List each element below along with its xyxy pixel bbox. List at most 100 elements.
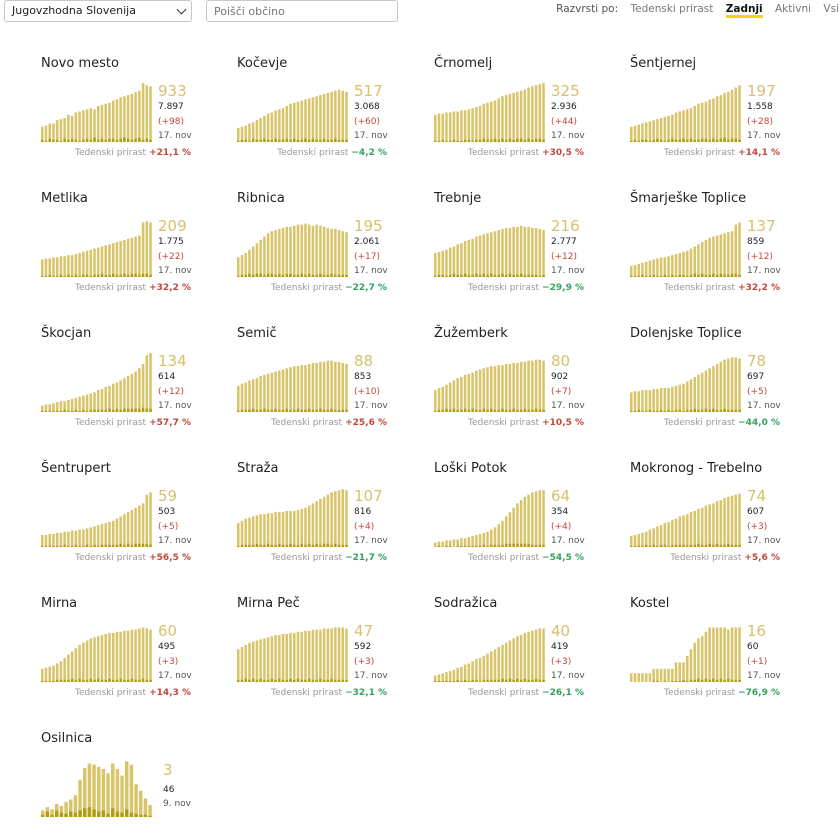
active-cases-bar [52, 257, 55, 277]
municipality-card[interactable]: Dolenjske Toplice 78 697 (+5) 17. nov Tedensk… [630, 326, 820, 444]
active-cases-bar [467, 663, 471, 682]
municipality-card[interactable]: Sodražica 40 419 (+3) 17. nov Tedenski priras… [434, 596, 624, 714]
sort-option-active[interactable]: Aktivni [774, 3, 812, 15]
daily-cases-bar [445, 140, 448, 142]
active-cases-bar [126, 512, 130, 547]
daily-cases-bar [663, 274, 667, 277]
municipality-name: Ribnica [237, 191, 285, 206]
active-cases-bar [715, 501, 719, 547]
municipality-card[interactable]: Osilnica 3 46 9. nov [41, 731, 231, 836]
active-cases-bar [270, 372, 274, 412]
municipality-card[interactable]: Straža 107 816 (+4) 17. nov Tedenski prirast −… [237, 461, 427, 579]
active-cases-bar [266, 233, 270, 277]
active-cases-bar [508, 364, 512, 412]
municipality-card[interactable]: Škocjan 134 614 (+12) 17. nov Tedenski priras… [41, 326, 231, 444]
weekly-growth-label: Tedenski prirast [664, 418, 736, 428]
active-cases-bar [686, 655, 689, 682]
last-update-date: 17. nov [354, 401, 388, 411]
daily-cases-bar [637, 409, 640, 412]
active-cases-bar [248, 517, 251, 547]
active-cases-bar [285, 368, 289, 412]
active-cases-bar [83, 767, 87, 817]
weekly-growth: Tedenski prirast −22,7 % [271, 283, 387, 293]
active-cases-bar [467, 373, 471, 412]
sort-option-weekly-growth[interactable]: Tedenski prirast [630, 3, 714, 15]
municipality-card[interactable]: Kostel 16 60 (+1) 17. nov Tedenski prirast −76… [630, 596, 820, 714]
active-cases-bar [719, 95, 723, 142]
active-cases-bar [734, 357, 738, 412]
daily-cases-bar [678, 409, 682, 412]
daily-cases-bar [490, 139, 493, 142]
municipality-name: Žužemberk [434, 326, 508, 341]
municipality-card[interactable]: Črnomelj 325 2.936 (+44) 17. nov Tedenski pri… [434, 56, 624, 174]
daily-cases-bar [85, 410, 89, 412]
active-cases-bar [493, 366, 497, 412]
daily-cases-bar [648, 545, 652, 547]
daily-cases-bar [130, 544, 134, 547]
municipality-card[interactable]: Šmarješke Toplice 137 859 (+12) 17. nov Teden… [630, 191, 820, 309]
active-cases-bar [630, 266, 633, 277]
active-cases-bar [59, 661, 63, 682]
municipality-card[interactable]: Mirna Peč 47 592 (+3) 17. nov Tedenski priras… [237, 596, 427, 714]
daily-cases-bar [311, 544, 315, 547]
daily-cases-bar [97, 678, 100, 682]
sort-option-latest[interactable]: Zadnji [725, 3, 763, 18]
municipality-card[interactable]: Mokronog - Trebelno 74 607 (+3) 17. nov Teden… [630, 461, 820, 579]
active-cases-bar [460, 666, 463, 682]
active-cases-bar [501, 644, 504, 682]
municipality-card[interactable]: Kočevje 517 3.068 (+60) 17. nov Tedenski prir… [237, 56, 427, 174]
municipality-card[interactable]: Metlika 209 1.775 (+22) 17. nov Tedenski prir… [41, 191, 231, 309]
active-cases-bar [648, 390, 652, 412]
active-cases-bar [296, 366, 300, 412]
municipality-card[interactable]: Mirna 60 495 (+3) 17. nov Tedenski prirast +14… [41, 596, 231, 714]
weekly-growth-value: +10,5 % [542, 418, 584, 428]
active-cases-bar [100, 104, 104, 142]
municipality-card[interactable]: Žužemberk 80 902 (+7) 17. nov Tedenski priras… [434, 326, 624, 444]
daily-cases-bar [667, 275, 670, 277]
active-cases-bar [52, 665, 55, 682]
daily-cases-bar [240, 139, 244, 142]
total-cases-value: 46 [163, 785, 175, 795]
active-cases-bar [55, 663, 59, 682]
sort-option-all[interactable]: Vsi [823, 3, 839, 15]
municipality-card[interactable]: Šentjernej 197 1.558 (+28) 17. nov Tedenski p… [630, 56, 820, 174]
daily-cases-bar [715, 679, 719, 682]
active-cases-bar [467, 537, 471, 547]
active-cases-bar [700, 636, 704, 682]
daily-cases-bar [126, 543, 130, 547]
active-cases-bar [437, 674, 441, 682]
active-cases-bar [523, 361, 527, 412]
active-cases-bar [97, 766, 101, 817]
daily-cases-bar [663, 544, 667, 547]
daily-cases-bar [296, 678, 300, 682]
active-cases-bar [738, 222, 741, 277]
daily-cases-bar [448, 274, 452, 277]
region-select[interactable]: Jugovzhodna Slovenija [4, 0, 192, 22]
active-cases-bar [723, 359, 726, 412]
active-cases-bar [326, 92, 330, 142]
municipality-card[interactable]: Semič 88 853 (+10) 17. nov Tedenski prirast +2… [237, 326, 427, 444]
municipality-card[interactable]: Loški Potok 64 354 (+4) 17. nov Tedenski prir… [434, 461, 624, 579]
municipality-card[interactable]: Trebnje 216 2.777 (+12) 17. nov Tedenski prir… [434, 191, 624, 309]
active-cases-bar [300, 100, 303, 142]
active-cases-bar [123, 514, 126, 547]
active-cases-bar [633, 391, 637, 412]
daily-cases-bar [93, 137, 96, 142]
daily-cases-bar [139, 814, 143, 817]
daily-cases-bar [475, 409, 478, 412]
daily-cases-bar [263, 544, 266, 547]
active-cases-bar [719, 234, 723, 277]
daily-cases-bar [255, 139, 259, 142]
municipality-card[interactable]: Šentrupert 59 503 (+5) 17. nov Tedenski prira… [41, 461, 231, 579]
daily-cases-bar [630, 275, 633, 277]
daily-cases-bar [667, 139, 670, 142]
active-cases-bar [637, 124, 640, 142]
active-cases-bar [700, 242, 704, 277]
municipality-card[interactable]: Ribnica 195 2.061 (+17) 17. nov Tedenski prir… [237, 191, 427, 309]
weekly-growth-label: Tedenski prirast [75, 418, 147, 428]
daily-delta-value: (+3) [354, 657, 375, 667]
municipality-search-input[interactable] [206, 0, 398, 22]
municipality-card[interactable]: Novo mesto 933 7.897 (+98) 17. nov Tedenski p… [41, 56, 231, 174]
daily-cases-bar [497, 409, 500, 412]
daily-cases-bar [542, 679, 545, 682]
